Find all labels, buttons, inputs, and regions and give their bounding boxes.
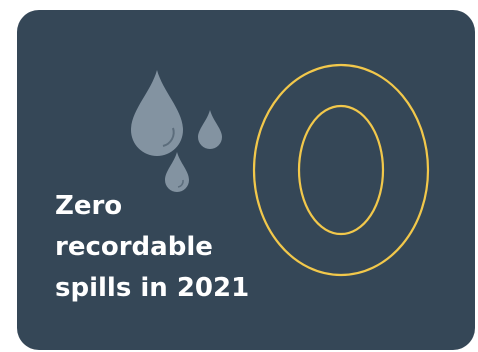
- stat-headline: Zero recordable spills in 2021: [55, 186, 249, 309]
- headline-line-2: recordable: [55, 232, 213, 262]
- headline-line-3: spills in 2021: [55, 273, 250, 303]
- big-zero-figure: 0: [252, 63, 430, 277]
- headline-line-1: Zero: [55, 191, 123, 221]
- big-number-text: 0: [341, 169, 342, 171]
- stat-card: 0 Zero recordable spills in 2021: [17, 10, 475, 350]
- water-drops-icon: [131, 70, 222, 192]
